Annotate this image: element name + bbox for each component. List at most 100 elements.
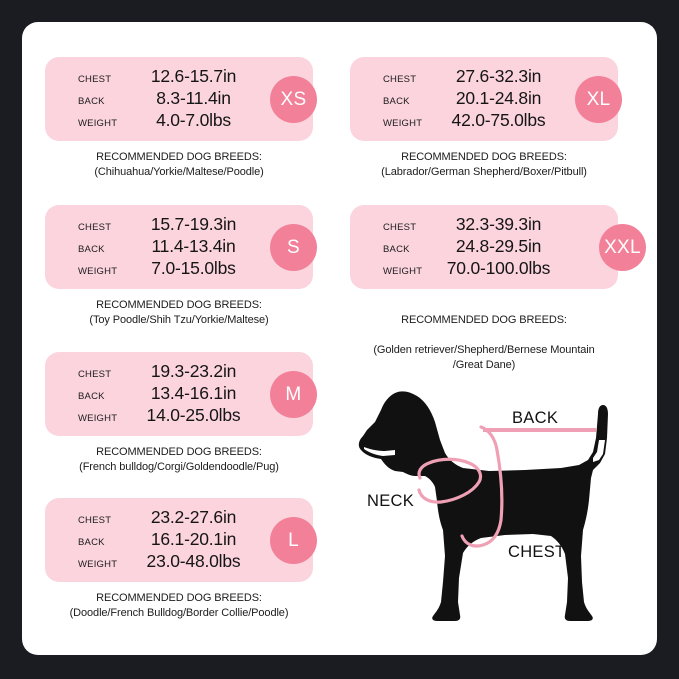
row-value-back: 8.3-11.4in <box>156 88 231 108</box>
breeds-list-xl: (Labrador/German Shepherd/Boxer/Pitbull) <box>381 166 587 178</box>
row-label-weight: WEIGHT <box>78 413 118 424</box>
dog-silhouette-icon <box>358 391 608 621</box>
size-badge-xxl: XXL <box>599 224 646 271</box>
measurement-row-chest: CHEST 12.6-15.7in <box>45 66 288 88</box>
chest-measure-loop <box>460 425 504 548</box>
breeds-block-xxl: RECOMMENDED DOG BREEDS: (Golden retrieve… <box>350 298 618 388</box>
measurement-row-chest: CHEST 27.6-32.3in <box>350 66 593 88</box>
measurement-row-weight: WEIGHT 14.0-25.0lbs <box>45 405 288 427</box>
breeds-block-xs: RECOMMENDED DOG BREEDS: (Chihuahua/Yorki… <box>45 150 313 180</box>
row-label-chest: CHEST <box>78 515 112 526</box>
row-value-back: 13.4-16.1in <box>150 383 237 403</box>
diagram-label-back: BACK <box>512 409 559 427</box>
size-block-m: CHEST 19.3-23.2in BACK 13.4-16.1in WEIGH… <box>45 352 317 475</box>
breeds-heading: RECOMMENDED DOG BREEDS: <box>401 151 567 163</box>
measurement-rows: CHEST 19.3-23.2in BACK 13.4-16.1in WEIGH… <box>45 352 288 436</box>
breeds-block-l: RECOMMENDED DOG BREEDS: (Doodle/French B… <box>45 591 313 621</box>
row-label-back: BACK <box>383 244 410 255</box>
measurement-rows: CHEST 23.2-27.6in BACK 16.1-20.1in WEIGH… <box>45 498 288 582</box>
breeds-heading: RECOMMENDED DOG BREEDS: <box>96 592 262 604</box>
dog-measurement-diagram: BACK NECK CHEST <box>355 370 655 630</box>
row-value-weight: 14.0-25.0lbs <box>146 405 241 425</box>
breeds-block-s: RECOMMENDED DOG BREEDS: (Toy Poodle/Shih… <box>45 298 313 328</box>
breeds-block-m: RECOMMENDED DOG BREEDS: (French bulldog/… <box>45 445 313 475</box>
row-value-back: 16.1-20.1in <box>150 529 237 549</box>
size-block-xl: CHEST 27.6-32.3in BACK 20.1-24.8in WEIGH… <box>350 57 622 180</box>
size-block-s: CHEST 15.7-19.3in BACK 11.4-13.4in WEIGH… <box>45 205 317 328</box>
row-label-chest: CHEST <box>383 74 417 85</box>
size-badge-l: L <box>270 517 317 564</box>
row-label-back: BACK <box>78 96 105 107</box>
row-value-chest: 15.7-19.3in <box>150 214 237 234</box>
size-card-l: CHEST 23.2-27.6in BACK 16.1-20.1in WEIGH… <box>45 498 317 582</box>
measurement-rows: CHEST 12.6-15.7in BACK 8.3-11.4in WEIGHT… <box>45 57 288 141</box>
measurement-row-weight: WEIGHT 42.0-75.0lbs <box>350 110 593 132</box>
neck-measure-loop <box>417 457 483 504</box>
row-label-weight: WEIGHT <box>78 118 118 129</box>
row-label-back: BACK <box>383 96 410 107</box>
row-value-weight: 70.0-100.0lbs <box>446 258 551 278</box>
breeds-list-xs: (Chihuahua/Yorkie/Maltese/Poodle) <box>94 166 264 178</box>
row-label-weight: WEIGHT <box>78 266 118 277</box>
size-card-xl: CHEST 27.6-32.3in BACK 20.1-24.8in WEIGH… <box>350 57 622 141</box>
row-label-back: BACK <box>78 244 105 255</box>
row-label-weight: WEIGHT <box>383 266 423 277</box>
measurement-row-back: BACK 20.1-24.8in <box>350 88 593 110</box>
measurement-row-chest: CHEST 19.3-23.2in <box>45 361 288 383</box>
breeds-list-xxl: (Golden retriever/Shepherd/Bernese Mount… <box>373 344 595 371</box>
measurement-row-back: BACK 16.1-20.1in <box>45 529 288 551</box>
breeds-list-l: (Doodle/French Bulldog/Border Collie/Poo… <box>69 607 289 619</box>
row-label-chest: CHEST <box>78 222 112 233</box>
diagram-label-neck: NECK <box>367 492 415 510</box>
row-value-weight: 4.0-7.0lbs <box>156 110 231 130</box>
row-value-weight: 23.0-48.0lbs <box>146 551 241 571</box>
measurement-row-weight: WEIGHT 4.0-7.0lbs <box>45 110 288 132</box>
measurement-row-back: BACK 13.4-16.1in <box>45 383 288 405</box>
row-label-weight: WEIGHT <box>383 118 423 129</box>
row-value-chest: 19.3-23.2in <box>150 361 237 381</box>
measurement-row-back: BACK 8.3-11.4in <box>45 88 288 110</box>
measurement-row-weight: WEIGHT 70.0-100.0lbs <box>350 258 593 280</box>
size-badge-m: M <box>270 371 317 418</box>
breeds-heading: RECOMMENDED DOG BREEDS: <box>401 314 567 326</box>
size-card-xxl: CHEST 32.3-39.3in BACK 24.8-29.5in WEIGH… <box>350 205 646 289</box>
row-label-chest: CHEST <box>78 74 112 85</box>
row-value-back: 20.1-24.8in <box>455 88 542 108</box>
size-badge-xl: XL <box>575 76 622 123</box>
size-card-s: CHEST 15.7-19.3in BACK 11.4-13.4in WEIGH… <box>45 205 317 289</box>
row-value-chest: 12.6-15.7in <box>150 66 237 86</box>
size-card-m: CHEST 19.3-23.2in BACK 13.4-16.1in WEIGH… <box>45 352 317 436</box>
breeds-heading: RECOMMENDED DOG BREEDS: <box>96 151 262 163</box>
row-value-back: 11.4-13.4in <box>151 236 236 256</box>
measurement-row-chest: CHEST 23.2-27.6in <box>45 507 288 529</box>
size-badge-xs: XS <box>270 76 317 123</box>
measurement-rows: CHEST 32.3-39.3in BACK 24.8-29.5in WEIGH… <box>350 205 593 289</box>
breeds-heading: RECOMMENDED DOG BREEDS: <box>96 446 262 458</box>
row-label-back: BACK <box>78 537 105 548</box>
measurement-row-chest: CHEST 32.3-39.3in <box>350 214 593 236</box>
breeds-list-s: (Toy Poodle/Shih Tzu/Yorkie/Maltese) <box>89 314 269 326</box>
measurement-row-weight: WEIGHT 7.0-15.0lbs <box>45 258 288 280</box>
diagram-label-chest: CHEST <box>508 543 566 561</box>
row-value-chest: 27.6-32.3in <box>455 66 542 86</box>
measurement-row-back: BACK 11.4-13.4in <box>45 236 288 258</box>
breeds-list-m: (French bulldog/Corgi/Goldendoodle/Pug) <box>79 461 279 473</box>
measurement-row-weight: WEIGHT 23.0-48.0lbs <box>45 551 288 573</box>
size-block-xs: CHEST 12.6-15.7in BACK 8.3-11.4in WEIGHT… <box>45 57 317 180</box>
row-value-weight: 42.0-75.0lbs <box>451 110 546 130</box>
row-value-back: 24.8-29.5in <box>455 236 542 256</box>
row-label-back: BACK <box>78 391 105 402</box>
breeds-block-xl: RECOMMENDED DOG BREEDS: (Labrador/German… <box>350 150 618 180</box>
row-label-chest: CHEST <box>383 222 417 233</box>
size-block-xxl: CHEST 32.3-39.3in BACK 24.8-29.5in WEIGH… <box>350 205 646 388</box>
row-label-weight: WEIGHT <box>78 559 118 570</box>
measurement-rows: CHEST 27.6-32.3in BACK 20.1-24.8in WEIGH… <box>350 57 593 141</box>
size-chart-panel: CHEST 12.6-15.7in BACK 8.3-11.4in WEIGHT… <box>22 22 657 655</box>
row-value-chest: 23.2-27.6in <box>150 507 237 527</box>
row-value-chest: 32.3-39.3in <box>455 214 542 234</box>
row-label-chest: CHEST <box>78 369 112 380</box>
size-block-l: CHEST 23.2-27.6in BACK 16.1-20.1in WEIGH… <box>45 498 317 621</box>
breeds-heading: RECOMMENDED DOG BREEDS: <box>96 299 262 311</box>
row-value-weight: 7.0-15.0lbs <box>151 258 236 278</box>
